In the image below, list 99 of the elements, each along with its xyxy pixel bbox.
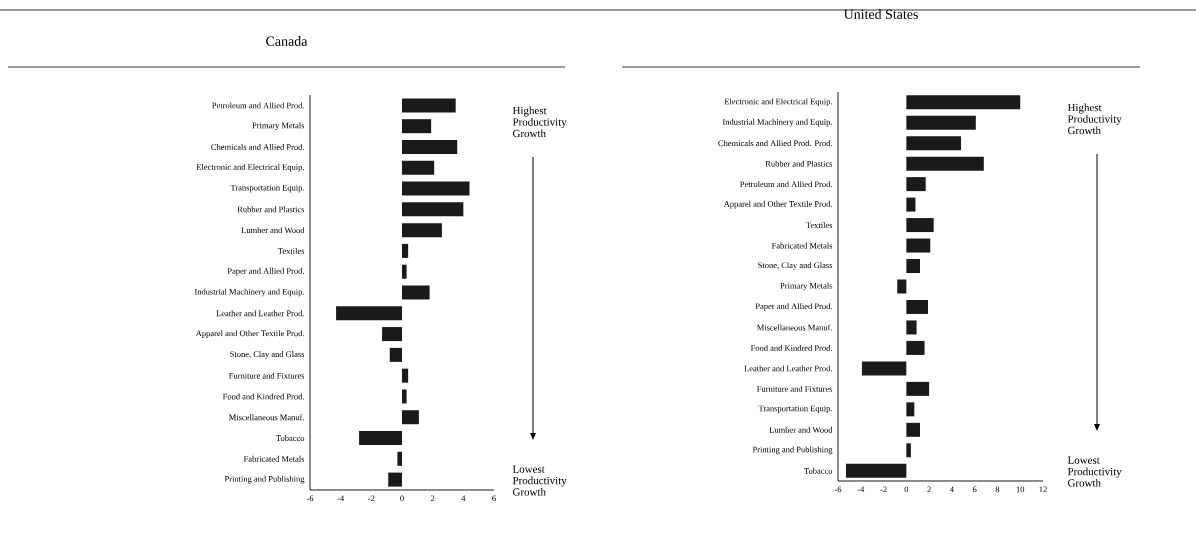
text: Highest Productivity Growth — [512, 106, 567, 138]
y-tick-label: Transportation Equip. — [758, 405, 832, 414]
bar — [402, 243, 409, 258]
x-tick-label: 6 — [972, 486, 977, 493]
bar — [906, 156, 984, 171]
bar — [402, 368, 409, 383]
bar — [336, 306, 403, 321]
x-tick-label: 4 — [949, 486, 954, 493]
bar — [906, 136, 962, 151]
bar — [906, 197, 916, 212]
bar — [906, 320, 917, 335]
x-tick-label: -6 — [306, 495, 314, 502]
y-tick-label: Industrial Machinery and Equip. — [722, 118, 832, 127]
y-tick-label: Printing and Publishing — [752, 446, 833, 455]
y-tick-label: Fabricated Metals — [771, 242, 833, 249]
y-tick-label: Fabricated Metals — [243, 455, 305, 462]
bar — [382, 327, 403, 342]
y-tick-label: Electronic and Electrical Equip. — [724, 98, 832, 107]
bar — [402, 389, 407, 404]
y-tick-label: Tobacco — [804, 467, 833, 474]
bar — [906, 299, 928, 314]
y-tick-label: Textiles — [277, 247, 305, 254]
y-tick-label: Leather and Leather Prod. — [216, 310, 304, 317]
x-tick-label: 10 — [1016, 486, 1025, 493]
text: Highest Productivity Growth — [1067, 103, 1122, 135]
bar — [359, 431, 403, 446]
text: Lowest Productivity Growth — [512, 465, 567, 496]
y-tick-label: Printing and Publishing — [224, 475, 305, 484]
bar — [906, 443, 911, 458]
y-tick-label: Primary Metals — [780, 282, 833, 291]
bar — [402, 98, 456, 113]
y-tick-label: Industrial Machinery and Equip. — [194, 288, 304, 297]
y-tick-label: Leather and Leather Prod. — [744, 365, 832, 372]
x-tick-label: -4 — [337, 495, 345, 502]
y-tick-label: Petroleum and Allied Prod. — [212, 102, 304, 109]
y-tick-label: Apparel and Other Textile Prod. — [723, 200, 832, 209]
y-tick-label: Miscellaneous Manuf. — [229, 414, 304, 421]
x-tick-label: 0 — [400, 495, 404, 502]
y-tick-label: Furniture and Fixtures — [757, 385, 833, 392]
bar — [906, 218, 934, 233]
y-tick-label: Food and Kindred Prod. — [222, 393, 304, 400]
x-tick-label: 6 — [492, 495, 496, 502]
bar — [402, 223, 442, 238]
y-tick-label: Paper and Allied Prod. — [227, 267, 304, 276]
y-tick-label: Miscellaneous Manuf. — [757, 324, 832, 331]
x-tick-label: 12 — [1039, 486, 1047, 493]
y-tick-label: Stone, Clay and Glass — [230, 351, 305, 359]
bar — [402, 119, 432, 134]
y-tick-label: Stone, Clay and Glass — [758, 262, 833, 270]
y-tick-label: Transportation Equip. — [230, 184, 304, 193]
bar — [388, 472, 403, 487]
bar — [402, 139, 458, 154]
y-tick-label: Lumber and Wood — [241, 227, 305, 234]
x-tick-label: -6 — [834, 486, 842, 493]
y-tick-label: Rubber and Plastics — [237, 206, 305, 213]
bar — [906, 340, 925, 355]
y-tick-label: Furniture and Fixtures — [229, 372, 305, 379]
bar — [906, 422, 921, 437]
y-tick-label: Chemicals and Allied Prod. Prod. — [718, 140, 832, 147]
bar — [402, 160, 435, 175]
bar — [906, 402, 915, 417]
x-tick-label: -2 — [880, 486, 887, 493]
bar — [402, 181, 470, 196]
bar — [845, 463, 907, 478]
y-tick-label: Tobacco — [276, 435, 305, 441]
y-tick-label: Chemicals and Allied Prod. — [211, 143, 304, 150]
bar — [402, 285, 430, 300]
x-tick-label: 4 — [461, 495, 466, 502]
y-tick-label: Paper and Allied Prod. — [755, 303, 832, 311]
chart-title: Canada — [266, 36, 308, 46]
y-tick-label: Electronic and Electrical Equip. — [196, 163, 304, 172]
x-tick-label: 0 — [904, 486, 909, 493]
bar — [906, 177, 926, 192]
x-tick-label: 8 — [995, 486, 1000, 493]
y-tick-label: Primary Metals — [252, 122, 305, 131]
x-tick-label: 2 — [927, 486, 931, 493]
x-tick-label: -4 — [857, 486, 865, 493]
bar — [402, 264, 407, 279]
bar — [402, 410, 419, 425]
bar — [389, 347, 403, 362]
bar — [402, 202, 464, 217]
y-tick-label: Petroleum and Allied Prod. — [740, 181, 832, 188]
x-tick-label: -2 — [368, 495, 375, 502]
bar — [906, 381, 930, 396]
y-tick-label: Textiles — [805, 222, 833, 229]
text: Lowest Productivity Growth — [1067, 456, 1122, 487]
y-tick-label: Food and Kindred Prod. — [750, 344, 832, 351]
bar — [861, 361, 907, 376]
x-tick-label: 2 — [430, 495, 435, 502]
y-tick-label: Apparel and Other Textile Prod. — [195, 330, 304, 338]
bar — [397, 451, 403, 466]
bar — [906, 238, 931, 253]
chart-title: United States — [843, 9, 918, 19]
bar — [906, 259, 921, 274]
bar — [897, 279, 907, 294]
y-tick-label: Rubber and Plastics — [765, 160, 833, 167]
bar — [906, 115, 976, 130]
y-tick-label: Lumber and Wood — [769, 426, 833, 433]
bar — [906, 95, 1021, 110]
